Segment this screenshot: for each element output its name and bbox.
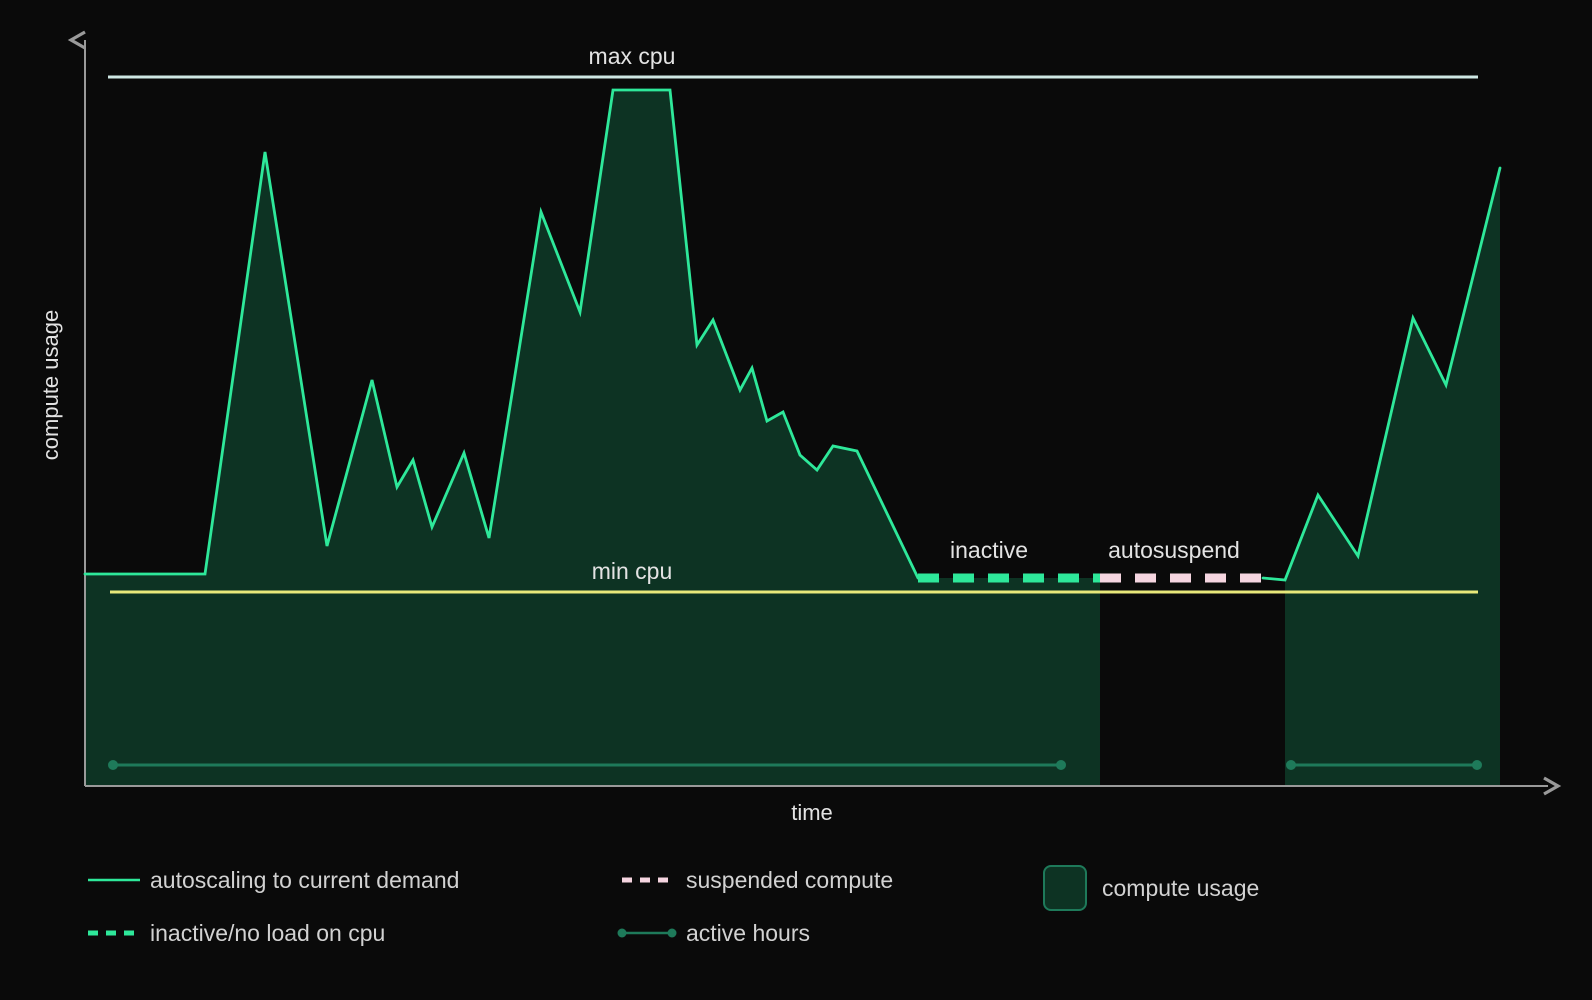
reference-lines xyxy=(108,75,1478,594)
legend-label-inactive: inactive/no load on cpu xyxy=(150,920,385,946)
active-hours-dot-1-end xyxy=(1056,760,1066,770)
data-series-group xyxy=(83,88,1502,583)
active-hours-dot-1-start xyxy=(108,760,118,770)
area-fill-group xyxy=(85,90,1500,786)
legend-item-compute-usage[interactable]: compute usage xyxy=(1043,865,1259,911)
legend-label-suspended: suspended compute xyxy=(686,867,893,893)
inactive-label: inactive xyxy=(950,537,1028,563)
series-autoscaling-resume xyxy=(1261,166,1502,582)
axes-group xyxy=(67,30,1562,796)
legend-item-inactive[interactable]: inactive/no load on cpu xyxy=(88,920,385,946)
legend-item-autoscaling[interactable]: autoscaling to current demand xyxy=(88,867,459,893)
min-cpu-label: min cpu xyxy=(592,558,673,584)
area-fill-right xyxy=(1285,168,1500,786)
active-hours-dot-2-start xyxy=(1286,760,1296,770)
max-cpu-label: max cpu xyxy=(589,43,676,69)
legend-label-autoscaling: autoscaling to current demand xyxy=(150,867,459,893)
active-hours-dot-2-end xyxy=(1472,760,1482,770)
legend-label-active-hours: active hours xyxy=(686,920,810,946)
legend-swatch-fill xyxy=(1043,865,1087,911)
autosuspend-label: autosuspend xyxy=(1108,537,1240,563)
legend-dot-start xyxy=(617,928,627,938)
series-autoscaling-to-current-demand xyxy=(83,88,920,580)
legend-label-compute-usage: compute usage xyxy=(1102,875,1259,901)
legend-dot-end xyxy=(667,928,677,938)
area-fill-left xyxy=(85,90,1100,786)
x-axis-label: time xyxy=(791,800,833,825)
active-hours-group xyxy=(108,760,1482,770)
legend: autoscaling to current demand suspended … xyxy=(88,865,1259,946)
legend-item-suspended[interactable]: suspended compute xyxy=(622,867,893,893)
y-axis-label: compute usage xyxy=(38,310,63,460)
legend-item-active-hours[interactable]: active hours xyxy=(617,920,811,946)
